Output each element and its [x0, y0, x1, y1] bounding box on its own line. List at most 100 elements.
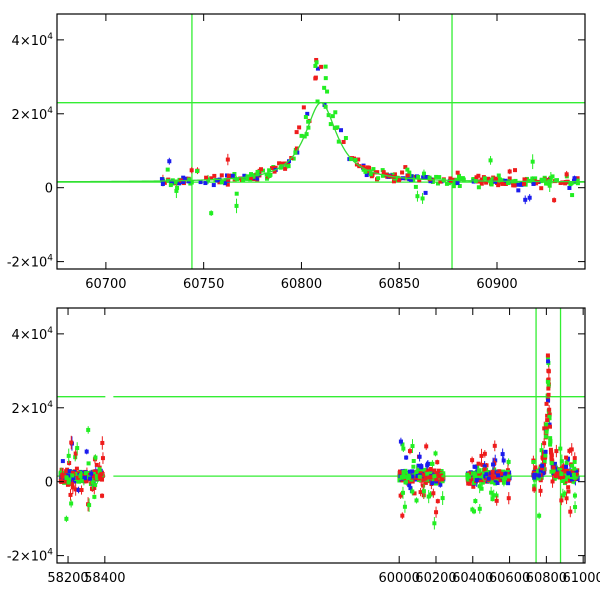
- bottom-point-1094: [473, 474, 478, 479]
- top-point-351: [405, 173, 410, 178]
- bottom-point-322: [95, 476, 100, 481]
- top-point-372: [531, 181, 536, 186]
- bottom-point-1481: [543, 449, 548, 454]
- bottom-point-1226: [539, 448, 544, 453]
- top-plot-area: [57, 14, 585, 269]
- top-point-312: [428, 179, 433, 184]
- bottom-point-751: [417, 474, 422, 479]
- bottom-point-1116: [501, 477, 506, 482]
- bottom-point-509: [438, 482, 443, 487]
- top-point-374: [493, 176, 498, 181]
- bottom-point-276: [92, 469, 97, 474]
- bottom-point-147: [92, 494, 97, 499]
- top-point-63: [367, 165, 372, 170]
- bottom-frame: [56, 307, 586, 564]
- bottom-point-367: [78, 474, 83, 479]
- top-point-49: [203, 181, 208, 186]
- top-point-276: [380, 173, 385, 178]
- top-point-206: [430, 179, 435, 184]
- top-point-413: [444, 181, 449, 186]
- bottom-point-355: [83, 471, 88, 476]
- top-point-255: [421, 175, 426, 180]
- top-point-334: [489, 182, 494, 187]
- axis-break-gap: [105, 307, 114, 564]
- bottom-point-342: [80, 475, 85, 480]
- bottom-point-671: [432, 468, 437, 473]
- top-ytick-label-1: 0: [45, 182, 53, 197]
- bottom-point-1099: [479, 474, 484, 479]
- top-point-345: [523, 177, 528, 182]
- top-xtick-label-0: 60700: [85, 277, 126, 292]
- bottom-point-650: [419, 469, 424, 474]
- top-point-256: [552, 198, 557, 203]
- bottom-ytick-label-2: 2×104: [12, 400, 54, 417]
- top-point-217: [273, 165, 278, 170]
- bottom-point-56: [60, 459, 65, 464]
- bottom-point-440: [411, 464, 416, 469]
- bottom-xtick-label-6: 60800: [526, 571, 567, 586]
- top-point-67: [523, 197, 528, 202]
- top-point-74: [456, 177, 461, 182]
- top-ytick-label-0: -2×104: [7, 254, 53, 271]
- bottom-point-344: [66, 477, 71, 482]
- bottom-point-644: [401, 446, 406, 451]
- bottom-point-1315: [547, 414, 552, 419]
- bottom-point-1477: [547, 424, 552, 429]
- bottom-point-597: [398, 493, 403, 498]
- top-ytick-exponent-0: 4: [47, 254, 53, 264]
- top-point-387: [209, 211, 214, 216]
- bottom-point-1492: [549, 461, 554, 466]
- top-xtick-label-4: 60900: [476, 277, 517, 292]
- bottom-point-730: [427, 475, 432, 480]
- top-frame: [56, 13, 586, 270]
- bottom-point-1376: [546, 377, 551, 382]
- bottom-point-363: [75, 446, 80, 451]
- top-point-148: [380, 168, 385, 173]
- bottom-point-319: [66, 480, 71, 485]
- bottom-point-1488: [539, 466, 544, 471]
- bottom-point-1453: [573, 505, 578, 510]
- bottom-point-717: [414, 498, 419, 503]
- bottom-point-1499: [540, 463, 545, 468]
- bottom-point-752: [493, 481, 498, 486]
- top-point-285: [421, 171, 426, 176]
- bottom-point-1151: [566, 485, 571, 490]
- bottom-point-1117: [484, 472, 489, 477]
- top-point-110: [234, 191, 239, 196]
- top-ytick-label-2: 2×104: [12, 106, 54, 123]
- bottom-point-1401: [546, 384, 551, 389]
- bottom-point-1430: [559, 498, 564, 503]
- bottom-point-902: [492, 443, 497, 448]
- bottom-point-1386: [546, 368, 551, 373]
- bottom-point-1496: [548, 442, 553, 447]
- bottom-point-346: [67, 469, 72, 474]
- top-point-168: [390, 172, 395, 177]
- top-point-56: [223, 178, 228, 183]
- top-point-303: [533, 176, 538, 181]
- bottom-point-1061: [482, 467, 487, 472]
- top-point-226: [459, 176, 464, 181]
- bottom-point-1100: [490, 497, 495, 502]
- bottom-point-741: [407, 475, 412, 480]
- bottom-point-1332: [565, 458, 570, 463]
- bottom-point-980: [470, 507, 475, 512]
- top-point-356: [248, 176, 253, 181]
- bottom-point-867: [470, 458, 475, 463]
- top-point-401: [506, 181, 511, 186]
- bottom-point-698: [433, 481, 438, 486]
- top-point-323: [407, 170, 412, 175]
- top-point-340: [550, 174, 555, 179]
- top-point-335: [560, 180, 565, 185]
- bottom-point-736: [401, 469, 406, 474]
- bottom-point-1017: [505, 469, 510, 474]
- bottom-point-1269: [548, 447, 553, 452]
- top-point-149: [391, 179, 396, 184]
- top-point-394: [500, 181, 505, 186]
- bottom-point-1118: [472, 471, 477, 476]
- bottom-point-522: [400, 442, 405, 447]
- top-point-400: [353, 157, 358, 162]
- bottom-point-368: [397, 478, 402, 483]
- bottom-point-990: [480, 480, 485, 485]
- bottom-point-83: [100, 440, 105, 445]
- bottom-point-1037: [497, 469, 502, 474]
